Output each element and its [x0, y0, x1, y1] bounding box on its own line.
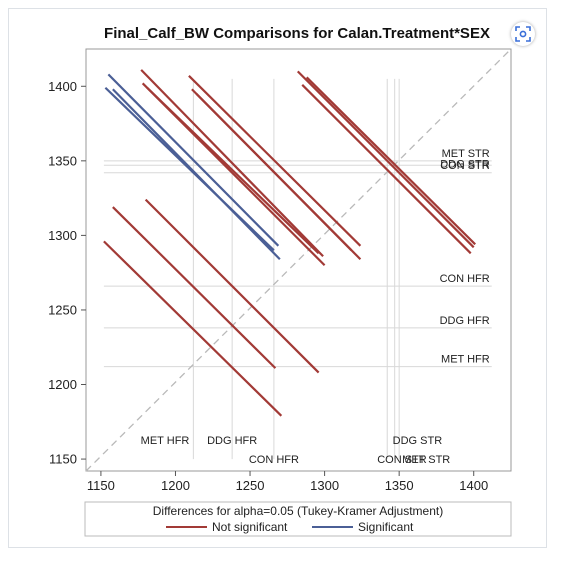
x-tick-label: 1400 [459, 478, 488, 493]
segment-significant [107, 73, 280, 247]
x-tick-label: 1150 [87, 478, 115, 493]
segment-not-significant [140, 69, 324, 258]
segment-not-significant [103, 240, 283, 417]
y-tick-label: 1200 [48, 377, 77, 392]
group-label-bottom: CON STR [377, 454, 427, 466]
legend-box [84, 501, 512, 537]
segment-not-significant [195, 92, 362, 261]
legend-title: Differences for alpha=0.05 (Tukey-Kramer… [153, 504, 443, 518]
x-tick-label: 1350 [385, 478, 414, 493]
x-tick-label: 1200 [161, 478, 190, 493]
segment-not-significant [144, 198, 320, 374]
y-tick-label: 1400 [48, 79, 77, 94]
group-label-bottom: DDG STR [393, 435, 443, 447]
segment-not-significant [146, 86, 320, 255]
group-label-right: CON HFR [440, 273, 490, 285]
legend-label-significant: Significant [358, 520, 414, 534]
segment-not-significant [188, 75, 362, 247]
y-tick-label: 1350 [48, 153, 77, 168]
group-label-bottom: MET HFR [141, 435, 190, 447]
legend-label-not-significant: Not significant [212, 520, 288, 534]
x-tick-label: 1250 [236, 478, 265, 493]
y-tick-label: 1150 [49, 452, 77, 467]
diagonal-reference-line [85, 48, 512, 472]
group-label-bottom: CON HFR [249, 454, 299, 466]
segment-not-significant [112, 206, 277, 369]
y-tick-label: 1300 [48, 228, 77, 243]
group-label-right: MET HFR [441, 354, 490, 366]
segment-not-significant [305, 76, 476, 246]
y-tick-label: 1250 [48, 302, 77, 317]
focus-view-button[interactable] [511, 22, 535, 46]
focus-icon [515, 26, 531, 42]
group-label-bottom: MET STR [402, 454, 450, 466]
group-label-right: DDG HFR [440, 315, 490, 327]
x-tick-label: 1300 [310, 478, 339, 493]
group-label-right: CON STR [440, 160, 490, 172]
segment-not-significant [301, 84, 472, 255]
chart-title: Final_Calf_BW Comparisons for Calan.Trea… [104, 25, 490, 42]
segment-not-significant [296, 70, 475, 249]
group-label-right: DDG STR [440, 158, 490, 170]
group-label-right: MET STR [442, 148, 490, 160]
segment-significant [112, 88, 281, 261]
group-label-bottom: DDG HFR [207, 435, 257, 447]
